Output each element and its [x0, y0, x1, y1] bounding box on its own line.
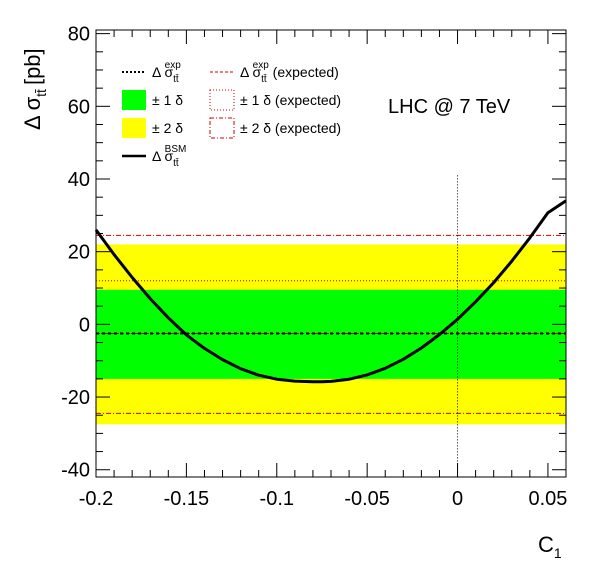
y-tick-label: -20 — [61, 387, 90, 409]
legend-label-1sigma: ± 1 δ — [152, 92, 183, 108]
y-tick-label: 20 — [68, 242, 90, 264]
x-tick-label: -0.15 — [164, 488, 210, 510]
y-axis-label: Δ σtt̄[pb] — [20, 48, 49, 130]
y-axis-label-sub: tt̄ — [33, 89, 49, 97]
legend-swatch-2sigma-expected — [209, 117, 235, 139]
legend-label-2sigma: ± 2 δ — [152, 120, 183, 136]
x-tick-label: -0.1 — [260, 488, 294, 510]
x-tick-label: 0.05 — [528, 488, 567, 510]
legend-label-bsm: Δ σtt̄BSM — [152, 144, 186, 169]
y-tick-label: -40 — [61, 460, 90, 482]
x-tick-label: -0.2 — [79, 488, 113, 510]
legend-label-1sigma-expected: ± 1 δ (expected) — [240, 92, 341, 108]
legend-swatch-1sigma — [122, 90, 146, 110]
legend-swatch-1sigma-expected — [209, 89, 235, 111]
y-tick-label: 80 — [68, 24, 90, 46]
legend: Δ σtt̄exp ± 1 δ ± 2 δ Δ σtt̄BSM Δ σtt̄ex… — [122, 60, 341, 169]
legend-label-exp-expected: Δ σtt̄exp (expected) — [240, 60, 339, 85]
series-line-0 — [94, 199, 567, 384]
svg-text:Δ σtt̄[pb]: Δ σtt̄[pb] — [20, 48, 49, 130]
x-axis-label: C1 — [538, 532, 562, 561]
legend-label-2sigma-expected: ± 2 δ (expected) — [240, 120, 341, 136]
y-tick-label: 60 — [68, 96, 90, 118]
lines-layer — [96, 175, 566, 477]
legend-label-exp: Δ σtt̄exp — [152, 60, 181, 85]
x-axis-label-sub: 1 — [554, 545, 562, 561]
x-tick-label: -0.05 — [344, 488, 390, 510]
annotation-lhc: LHC @ 7 TeV — [388, 96, 511, 118]
ticks-layer: -0.2 -0.15 -0.1 -0.05 0 0.05 -40 -20 0 20 40 60 80 — [61, 24, 567, 510]
legend-swatch-2sigma — [122, 118, 146, 138]
curve-layer — [94, 199, 567, 384]
y-tick-label: 0 — [79, 314, 90, 336]
y-tick-label: 40 — [68, 169, 90, 191]
x-tick-label: 0 — [452, 488, 463, 510]
